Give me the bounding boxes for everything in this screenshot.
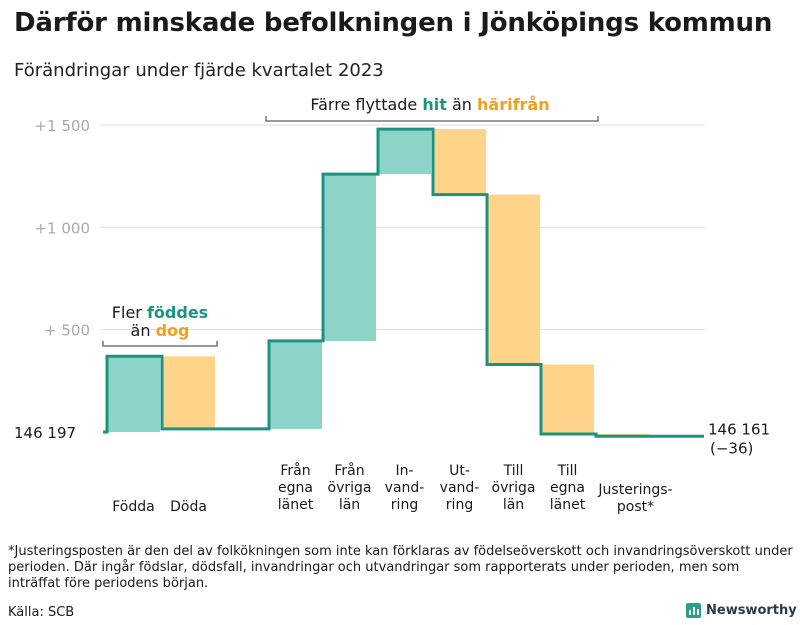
category-label-7-0: Till — [557, 463, 578, 479]
category-label-6-2: län — [503, 497, 524, 513]
bar-6 — [487, 194, 540, 365]
waterfall-step-line — [103, 127, 704, 438]
bar-1 — [162, 356, 215, 429]
end-value-label: 146 161 — [708, 420, 770, 438]
y-tick-label-0: + 500 — [44, 322, 90, 340]
category-label-6-1: övriga — [492, 480, 536, 496]
category-label-6-0: Till — [503, 463, 524, 479]
category-label-8-0: Justerings- — [597, 482, 672, 498]
category-label-1-0: Döda — [170, 499, 207, 515]
category-label-7-1: egna — [550, 480, 585, 496]
annotation-migration: Färre flyttade hit än härifrån — [310, 95, 549, 114]
footnote: *Justeringsposten är den del av folkökni… — [8, 544, 793, 591]
category-label-2-0: Från — [280, 462, 310, 479]
waterfall-chart: + 500 +1 000 +1 500 146 197 146 161(−36) Född… — [14, 95, 770, 515]
annotation-migration-bracket — [265, 116, 599, 122]
y-tick-label-2: +1 500 — [34, 117, 90, 135]
source-label: Källa: SCB — [8, 605, 75, 620]
chart-title: Därför minskade befolkningen i Jönköping… — [14, 8, 773, 38]
annotation-births-line2: än dog — [131, 321, 190, 340]
category-label-4-2: ring — [391, 497, 418, 513]
category-label-2-1: egna — [278, 480, 313, 496]
chart-subtitle: Förändringar under fjärde kvartalet 2023 — [14, 60, 384, 81]
category-label-3-1: övriga — [328, 480, 372, 496]
category-label-5-2: ring — [446, 497, 473, 513]
category-label-8-1: post* — [617, 499, 654, 515]
bar-0 — [107, 356, 160, 432]
category-label-4-0: In- — [395, 463, 413, 479]
annotation-births-line1: Fler föddes — [112, 303, 208, 322]
bar-4 — [378, 129, 431, 175]
category-label-5-0: Ut- — [449, 463, 470, 479]
y-tick-label-1: +1 000 — [34, 219, 90, 237]
bar-5 — [433, 129, 486, 195]
category-label-3-2: län — [339, 497, 360, 513]
brand-name: Newsworthy — [706, 603, 797, 618]
bar-2 — [269, 340, 322, 429]
category-label-2-2: länet — [278, 497, 314, 513]
bar-7 — [541, 364, 594, 435]
end-change-label: (−36) — [710, 439, 753, 457]
bar-3 — [323, 174, 376, 341]
start-value-label: 146 197 — [14, 424, 76, 442]
bar-chart-icon — [686, 603, 701, 618]
category-label-0-0: Födda — [112, 499, 154, 515]
category-label-3-0: Från — [334, 462, 364, 479]
brand-logo: Newsworthy — [686, 603, 797, 618]
category-label-5-1: vand- — [440, 480, 480, 496]
category-label-7-2: länet — [550, 497, 586, 513]
category-label-4-1: vand- — [385, 480, 425, 496]
annotation-births-bracket — [102, 341, 218, 347]
